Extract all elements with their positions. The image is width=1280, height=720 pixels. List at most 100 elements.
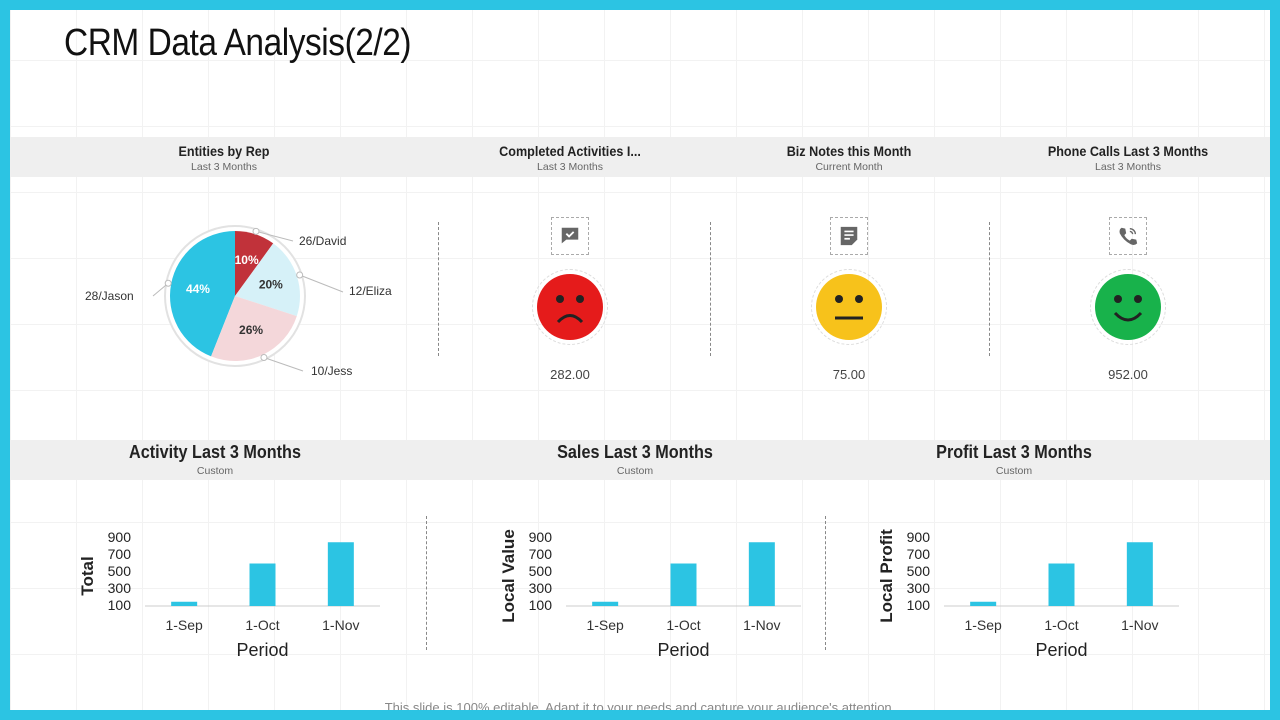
sad-face-icon — [532, 269, 608, 345]
pie-leader-line — [255, 230, 294, 242]
divider — [989, 222, 990, 356]
completed-header: Completed Activities I... Last 3 Months — [450, 143, 690, 173]
pie-leader-line — [299, 274, 344, 293]
x-axis-label: Period — [657, 640, 709, 660]
y-tick-label: 500 — [907, 563, 931, 579]
pie-slice — [170, 231, 235, 357]
profit-title: Profit Last 3 Months — [936, 442, 1092, 462]
top-header-band — [10, 137, 1270, 177]
pie-pct-label: 44% — [186, 282, 210, 296]
bar — [592, 601, 619, 606]
bar — [249, 563, 276, 606]
bottom-header-band — [10, 440, 1270, 480]
y-axis-label: Total — [78, 556, 97, 595]
x-tick-label: 1-Oct — [1044, 617, 1078, 633]
profit-header: Profit Last 3 Months Custom — [899, 442, 1129, 477]
profit-subtitle: Custom — [995, 465, 1033, 477]
x-axis-label: Period — [1035, 640, 1087, 660]
entities-header: Entities by Rep Last 3 Months — [124, 143, 324, 173]
pie-leader-dot — [260, 354, 268, 362]
bar — [327, 542, 354, 606]
x-tick-label: 1-Nov — [1121, 617, 1158, 633]
x-tick-label: 1-Sep — [586, 617, 624, 633]
y-tick-label: 300 — [907, 580, 931, 596]
sales-subtitle: Custom — [616, 465, 654, 477]
y-tick-label: 900 — [529, 529, 553, 545]
y-tick-label: 700 — [529, 546, 553, 562]
pie-slice-label: 10/Jess — [311, 364, 352, 378]
divider — [825, 516, 826, 650]
pie-leader-dot — [296, 271, 304, 279]
pie-pct-label: 20% — [259, 277, 283, 291]
completed-subtitle: Last 3 Months — [537, 161, 603, 173]
biznotes-value: 75.00 — [832, 367, 866, 382]
sales-header: Sales Last 3 Months Custom — [520, 442, 750, 477]
x-tick-label: 1-Sep — [964, 617, 1002, 633]
y-axis-label: Local Profit — [877, 529, 896, 623]
divider — [710, 222, 711, 356]
bar — [748, 542, 775, 606]
bar — [970, 601, 997, 606]
pie-slice — [235, 231, 274, 296]
phone-header: Phone Calls Last 3 Months Last 3 Months — [998, 143, 1258, 173]
bar — [1126, 542, 1153, 606]
entities-title: Entities by Rep — [178, 143, 270, 159]
x-tick-label: 1-Oct — [666, 617, 700, 633]
y-tick-label: 300 — [529, 580, 553, 596]
x-tick-label: 1-Sep — [165, 617, 203, 633]
pie-pct-label: 10% — [235, 253, 259, 267]
x-tick-label: 1-Oct — [245, 617, 279, 633]
bar — [670, 563, 697, 606]
phone-value: 952.00 — [1108, 367, 1148, 382]
sales-title: Sales Last 3 Months — [557, 442, 713, 462]
pie-slice — [211, 296, 297, 361]
x-tick-label: 1-Nov — [743, 617, 780, 633]
note-icon — [830, 217, 868, 255]
neutral-face-icon — [811, 269, 887, 345]
y-tick-label: 900 — [108, 529, 132, 545]
pie-leader-line — [263, 357, 304, 372]
page-title: CRM Data Analysis(2/2) — [64, 22, 412, 64]
divider — [426, 516, 427, 650]
y-tick-label: 300 — [108, 580, 132, 596]
pie-leader-dot — [164, 279, 172, 287]
entities-subtitle: Last 3 Months — [191, 161, 257, 173]
chat-check-icon — [551, 217, 589, 255]
pie-slice-label: 26/David — [299, 234, 346, 248]
pie-slice — [235, 243, 300, 317]
y-tick-label: 100 — [907, 597, 931, 613]
pie-pct-label: 26% — [239, 323, 263, 337]
y-tick-label: 100 — [108, 597, 132, 613]
completed-value: 282.00 — [550, 367, 590, 382]
phone-icon — [1109, 217, 1147, 255]
completed-title: Completed Activities I... — [499, 143, 641, 159]
entities-pie-chart: 44% 28/Jason 10% 26/David 20% 12/Eliza 26% 10/J… — [85, 225, 392, 378]
pie-slice-label: 28/Jason — [85, 289, 134, 303]
x-axis-label: Period — [236, 640, 288, 660]
slide: CRM Data Analysis(2/2) Entities by Rep L… — [10, 10, 1270, 710]
footer-note: This slide is 100% editable. Adapt it to… — [384, 700, 896, 710]
bar — [171, 601, 198, 606]
y-tick-label: 900 — [907, 529, 931, 545]
x-tick-label: 1-Nov — [322, 617, 359, 633]
y-tick-label: 700 — [907, 546, 931, 562]
y-tick-label: 100 — [529, 597, 553, 613]
phone-title: Phone Calls Last 3 Months — [1047, 143, 1209, 159]
y-tick-label: 500 — [108, 563, 132, 579]
phone-subtitle: Last 3 Months — [1095, 161, 1161, 173]
bar — [1048, 563, 1075, 606]
activity-title: Activity Last 3 Months — [129, 442, 301, 462]
pie-leader-dot — [252, 227, 260, 235]
y-tick-label: 700 — [108, 546, 132, 562]
biznotes-title: Biz Notes this Month — [786, 143, 912, 159]
pie-slice-label: 12/Eliza — [349, 284, 392, 298]
y-tick-label: 500 — [529, 563, 553, 579]
biznotes-subtitle: Current Month — [815, 161, 883, 173]
divider — [438, 222, 439, 356]
activity-header: Activity Last 3 Months Custom — [100, 442, 330, 477]
biznotes-header: Biz Notes this Month Current Month — [729, 143, 969, 173]
activity-subtitle: Custom — [196, 465, 234, 477]
